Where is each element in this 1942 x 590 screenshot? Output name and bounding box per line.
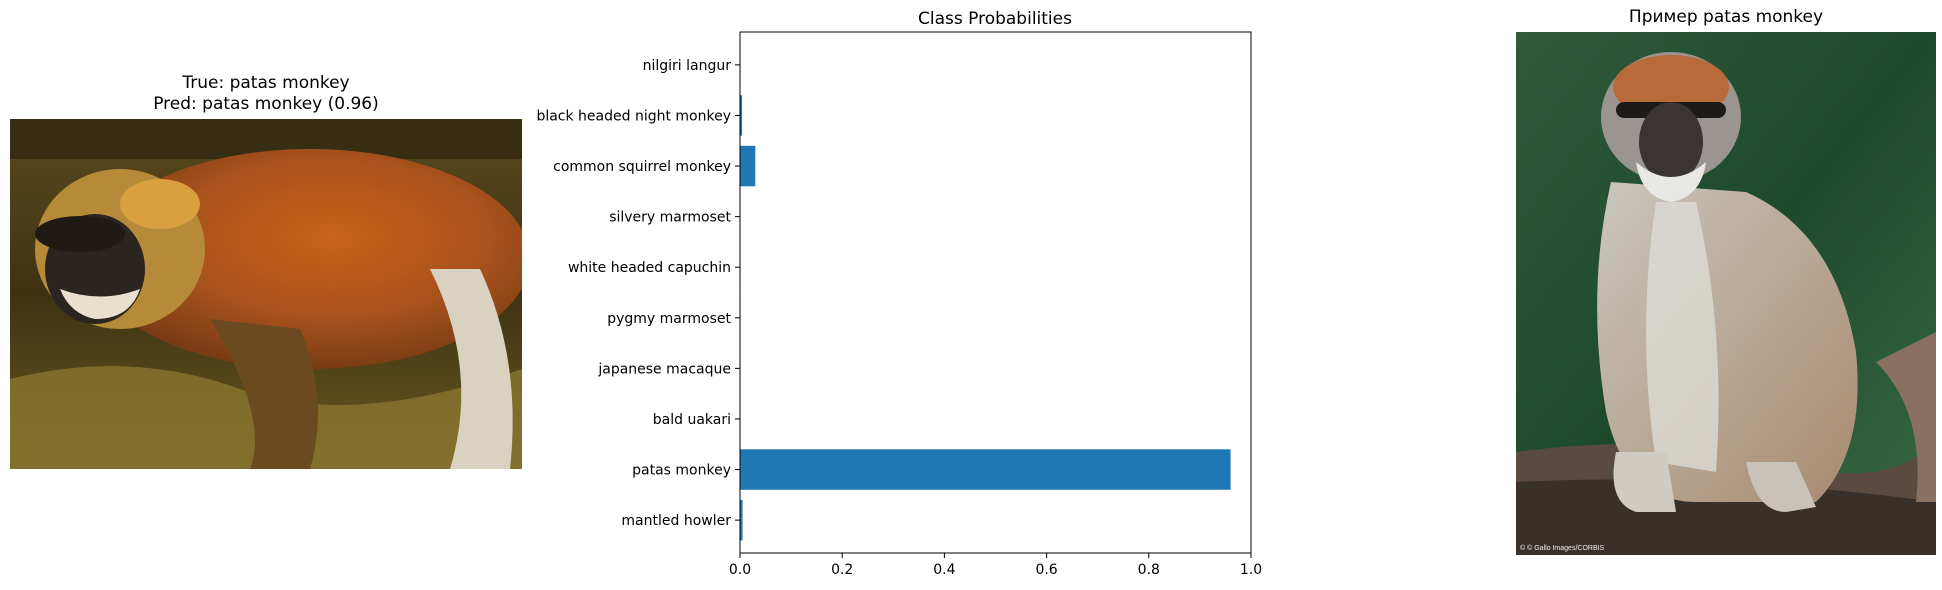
- input-photo: [10, 119, 522, 469]
- y-tick-label: nilgiri langur: [643, 58, 732, 74]
- x-tick-label: 1.0: [1240, 562, 1262, 578]
- x-tick-label: 0.0: [729, 562, 751, 578]
- y-tick-label: bald uakari: [653, 412, 731, 428]
- left-image-title-pred: Pred: patas monkey (0.96): [153, 94, 379, 114]
- y-tick-label: common squirrel monkey: [553, 159, 731, 175]
- left-image-title-true: True: patas monkey: [182, 73, 350, 93]
- y-tick-label: mantled howler: [621, 513, 731, 529]
- x-tick-label: 0.6: [1035, 562, 1057, 578]
- photo-credit: © © Gallo Images/CORBIS: [1520, 544, 1605, 552]
- y-tick-label: japanese macaque: [597, 361, 731, 377]
- x-tick-label: 0.4: [933, 562, 955, 578]
- y-tick-label: black headed night monkey: [536, 108, 731, 124]
- y-tick-label: pygmy marmoset: [607, 311, 731, 327]
- y-tick-label: patas monkey: [632, 463, 731, 479]
- bar-patas-monkey: [740, 449, 1231, 490]
- x-tick-label: 0.2: [831, 562, 853, 578]
- chart-title: Class Probabilities: [918, 9, 1072, 29]
- example-photo: © © Gallo Images/CORBIS: [1516, 32, 1936, 555]
- bar-mantled-howler: [740, 499, 743, 541]
- y-tick-label: white headed capuchin: [568, 260, 731, 276]
- bar-black-headed-night-monkey: [740, 95, 743, 136]
- plot-frame: [739, 31, 1252, 554]
- right-image-title: Пример patas monkey: [1628, 7, 1824, 27]
- y-tick-label: silvery marmoset: [609, 210, 731, 226]
- x-tick-label: 0.8: [1138, 562, 1160, 578]
- bar-common-squirrel-monkey: [740, 145, 756, 187]
